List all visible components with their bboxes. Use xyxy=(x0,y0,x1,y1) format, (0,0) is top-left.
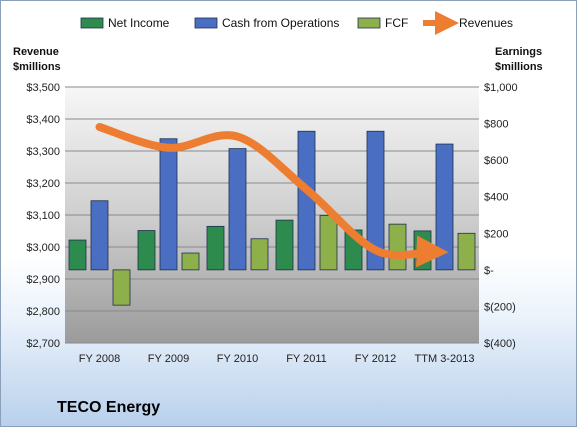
left-axis-ticks: $3,500 $3,400 $3,300 $3,200 $3,100 $3,000 $2,9… xyxy=(26,82,60,350)
x-tick-label: TTM 3-2013 xyxy=(415,353,475,365)
bar-cash-from-operations xyxy=(297,130,316,271)
left-tick-label: $3,200 xyxy=(26,178,60,190)
left-axis-title: Revenue xyxy=(13,46,59,58)
right-tick-label: $400 xyxy=(484,192,508,204)
bars xyxy=(68,130,476,306)
bar-net-income xyxy=(68,239,87,271)
right-tick-label: $600 xyxy=(484,155,508,167)
legend-swatch xyxy=(357,17,381,29)
bar-net-income xyxy=(137,230,156,271)
revenue-line-path xyxy=(95,123,449,268)
left-tick-label: $3,100 xyxy=(26,210,60,222)
bar-fcf xyxy=(112,269,131,306)
x-tick-label: FY 2012 xyxy=(355,353,396,365)
right-tick-label: $(200) xyxy=(484,301,516,313)
bar-cash-from-operations xyxy=(366,130,385,271)
right-axis-ticks: $1,000 $800 $600 $400 $200 $- $(200) $(400) xyxy=(484,82,518,350)
x-tick-label: FY 2011 xyxy=(286,353,327,365)
left-axis-title: $millions xyxy=(13,61,61,73)
revenue-line xyxy=(95,123,449,268)
right-tick-label: $200 xyxy=(484,228,508,240)
right-tick-label: $- xyxy=(484,265,494,277)
left-tick-label: $2,700 xyxy=(26,338,60,350)
bar-fcf xyxy=(181,252,200,271)
x-tick-label: FY 2008 xyxy=(79,353,120,365)
bar-fcf xyxy=(457,232,476,271)
legend: Net Income Cash from Operations FCF Revenue… xyxy=(80,11,513,35)
left-tick-label: $2,900 xyxy=(26,274,60,286)
left-tick-label: $3,400 xyxy=(26,114,60,126)
left-tick-label: $3,500 xyxy=(26,82,60,94)
legend-swatch xyxy=(194,17,218,29)
legend-label: FCF xyxy=(385,16,408,30)
bar-fcf xyxy=(319,214,338,271)
gridlines xyxy=(65,86,479,344)
bar-net-income xyxy=(275,219,294,271)
bar-fcf xyxy=(250,238,269,271)
legend-label: Net Income xyxy=(108,16,170,30)
x-tick-label: FY 2010 xyxy=(217,353,258,365)
legend-swatch xyxy=(80,17,104,29)
x-tick-label: FY 2009 xyxy=(148,353,189,365)
right-axis-title: Earnings xyxy=(495,46,542,58)
bar-cash-from-operations xyxy=(435,143,454,271)
x-axis-ticks: FY 2008 FY 2009 FY 2010 FY 2011 FY 2012 TTM 3… xyxy=(79,353,475,365)
right-axis-title: $millions xyxy=(495,61,543,73)
bar-cash-from-operations xyxy=(90,200,109,271)
bar-net-income xyxy=(206,225,225,271)
right-tick-label: $(400) xyxy=(484,338,516,350)
left-tick-label: $3,000 xyxy=(26,242,60,254)
bar-fcf xyxy=(388,223,407,271)
left-tick-label: $2,800 xyxy=(26,306,60,318)
bar-cash-from-operations xyxy=(159,138,178,271)
legend-label: Cash from Operations xyxy=(222,16,339,30)
bar-cash-from-operations xyxy=(228,148,247,271)
left-tick-label: $3,300 xyxy=(26,146,60,158)
axis-titles: Revenue $millions Earnings $millions xyxy=(13,46,543,73)
legend-label: Revenues xyxy=(459,16,513,30)
company-name: TECO Energy xyxy=(57,399,161,416)
right-tick-label: $800 xyxy=(484,119,508,131)
right-tick-label: $1,000 xyxy=(484,82,518,94)
